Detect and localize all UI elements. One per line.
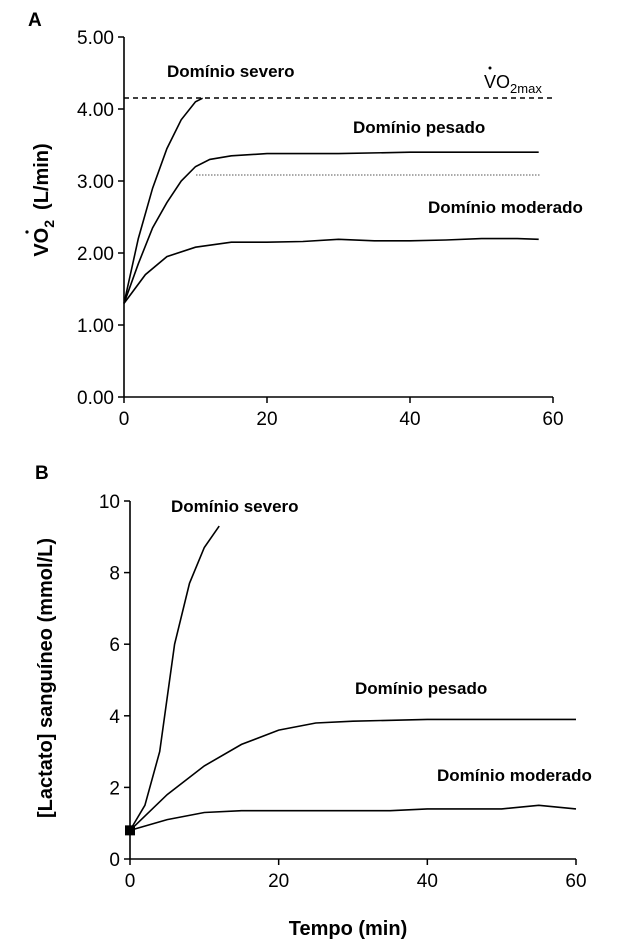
panel-a-label-severo: Domínio severo [167, 62, 295, 81]
panel-b: B [Lactato] sanguíneo (mmol/L) Tempo (mi… [35, 463, 592, 940]
panel-b-series-dominio-severo [129, 525, 220, 831]
panel-a-series-dominio-moderado [123, 237, 539, 304]
vo2max-label: VO2max [484, 72, 542, 96]
panel-a-x-tick-label: 20 [256, 409, 277, 430]
panel-b-y-tick-label: 8 [109, 564, 120, 585]
panel-b-y-tick-label: 6 [109, 635, 120, 656]
panel-a-ylabel-unit: (L/min) [31, 143, 53, 210]
panel-b-x-tick-label: 60 [565, 871, 586, 892]
panel-a-y-tick-label: 2.00 [77, 244, 114, 265]
panel-a-ylabel-v: V [31, 243, 53, 257]
panel-b-label-moderado: Domínio moderado [437, 766, 592, 785]
panel-a-x-tick-label: 40 [399, 409, 420, 430]
panel-b-x-axis-title: Tempo (min) [289, 918, 408, 940]
panel-a-series-dominio-pesado [123, 151, 539, 304]
panel-a-label-moderado: Domínio moderado [428, 198, 583, 217]
panel-b-series-dominio-moderado [129, 804, 577, 832]
panel-a-ylabel-o: O [31, 228, 53, 244]
panel-a: A VO2 (L/min) VO2max Domínio severo Domín… [25, 10, 583, 430]
panel-a-y-tick-label: 1.00 [77, 316, 114, 337]
panel-b-y-tick-label: 2 [109, 778, 120, 799]
panel-a-y-tick-label: 5.00 [77, 28, 114, 49]
panel-a-ylabel-dot [25, 230, 29, 234]
panel-b-series-dominio-pesado [129, 718, 576, 831]
panel-b-letter: B [35, 463, 49, 484]
panel-a-series-dominio-severo [123, 97, 203, 304]
panel-a-x-tick-label: 0 [119, 409, 130, 430]
panel-b-x-tick-label: 0 [125, 871, 136, 892]
panel-b-y-tick-label: 0 [109, 850, 120, 871]
panel-b-x-tick-label: 20 [268, 871, 289, 892]
panel-b-label-severo: Domínio severo [171, 497, 299, 516]
panel-a-y-tick-label: 0.00 [77, 388, 114, 409]
panel-a-x-tick-label: 60 [542, 409, 563, 430]
panel-b-y-axis-title: [Lactato] sanguíneo (mmol/L) [35, 538, 57, 818]
panel-b-x-tick-label: 40 [417, 871, 438, 892]
panel-b-y-tick-label: 10 [99, 492, 120, 513]
panel-b-label-pesado: Domínio pesado [355, 679, 487, 698]
panel-b-y-tick-label: 4 [109, 707, 120, 728]
panel-a-y-axis-title: VO2 (L/min) [31, 143, 57, 256]
vo2max-label-dot [488, 66, 492, 70]
svg-text:VO2(L/min): VO2 (L/min) [31, 143, 57, 256]
panel-a-ylabel-sub: 2 [41, 220, 57, 228]
panel-a-y-tick-label: 4.00 [77, 100, 114, 121]
panel-a-label-pesado: Domínio pesado [353, 118, 485, 137]
panel-b-baseline-marker [125, 825, 135, 836]
panel-a-letter: A [28, 10, 42, 31]
panel-a-y-tick-label: 3.00 [77, 172, 114, 193]
